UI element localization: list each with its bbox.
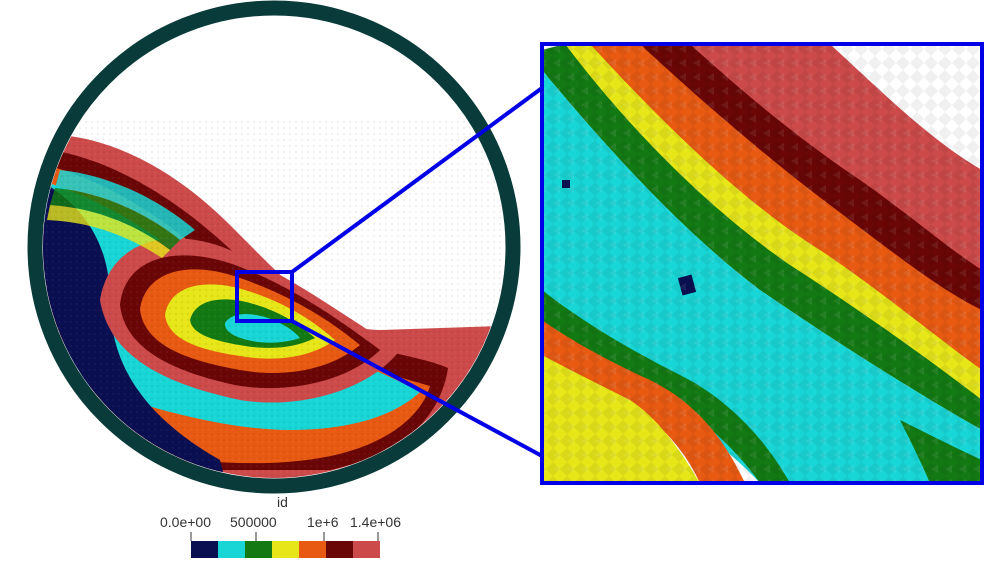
zoom-connector-top	[290, 86, 544, 274]
legend-tick-label-max: 1.4e+06	[350, 514, 401, 530]
zoom-region-box	[235, 270, 294, 323]
color-legend-ticks	[190, 532, 379, 541]
zoom-inset-frame	[540, 42, 984, 485]
legend-tick-label-min: 0.0e+00	[160, 514, 211, 530]
legend-title: id	[277, 494, 288, 510]
legend-tick-label-500000: 500000	[230, 514, 277, 530]
legend-bin-2	[245, 541, 272, 558]
legend-bin-0	[191, 541, 218, 558]
drum-rim	[27, 0, 521, 494]
legend-tick-label-1e6: 1e+6	[307, 514, 339, 530]
zoom-connector-bottom	[291, 319, 543, 458]
legend-bin-3	[272, 541, 299, 558]
legend-bin-1	[218, 541, 245, 558]
legend-bin-6	[353, 541, 380, 558]
color-legend-bar	[191, 541, 380, 558]
zoom-inset	[542, 44, 982, 483]
legend-bin-4	[299, 541, 326, 558]
granular-bed	[43, 120, 505, 478]
legend-bin-5	[326, 541, 353, 558]
